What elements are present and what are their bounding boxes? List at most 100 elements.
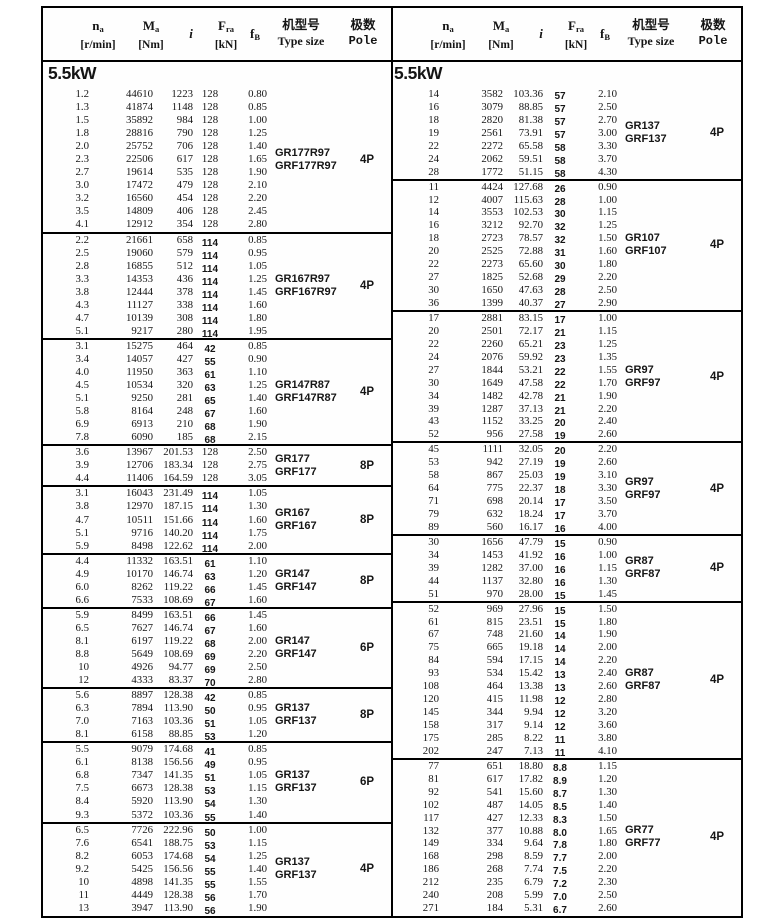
ma-value: 4449: [131, 888, 153, 901]
na-value: 19: [428, 126, 439, 139]
fb-value: 1.60: [248, 298, 267, 311]
i-value: 11.98: [519, 693, 543, 706]
na-value: 10: [78, 661, 89, 674]
table-header: na [r/min] Ma [Nm] i Fra [kN] fB 机型号 Typ…: [43, 8, 741, 62]
table-row: 5.9 8499 163.51 66 1.45: [43, 609, 391, 624]
table-row: 6.6 7533 108.69 67 1.60: [43, 593, 391, 609]
ma-value: 11406: [126, 472, 153, 485]
fb-value: 1.05: [248, 769, 267, 782]
na-value: 11: [428, 180, 439, 193]
fra-value: 55: [204, 812, 216, 824]
na-value: 77: [428, 759, 439, 772]
fra-value: 58: [554, 142, 566, 154]
table-row: 5.1 9217 280 114 1.95: [43, 324, 391, 340]
na-value: 186: [422, 863, 439, 876]
fb-value: 0.95: [248, 756, 267, 769]
table-row: 20 2501 72.17 21 1.15: [393, 325, 741, 339]
table-row: 5.8 8164 248 67 1.60: [43, 405, 391, 420]
fb-value: 1.50: [598, 232, 617, 245]
na-value: 30: [428, 535, 439, 548]
i-value: 127.68: [513, 180, 543, 193]
fb-value: 4.00: [598, 520, 617, 533]
fra-value: 14: [554, 631, 566, 643]
fb-value: 2.40: [598, 667, 617, 680]
right-table: 14 3582 103.36 57 2.10 16 3079 88.85 57 2.50 18 282…: [393, 88, 741, 916]
ma-value: 10139: [126, 311, 153, 324]
fb-value: 4.30: [598, 165, 617, 178]
fb-value: 1.65: [598, 824, 617, 837]
fb-value: 2.50: [598, 100, 617, 113]
ma-value: 969: [486, 602, 503, 615]
fra-value: 23: [554, 340, 566, 352]
na-value: 5.1: [75, 324, 90, 337]
fra-value: 8.5: [553, 801, 567, 813]
ma-unit: [Nm]: [138, 39, 164, 51]
i-value: 103.36: [513, 88, 543, 100]
type-size-label: GR137 GRF137: [275, 856, 317, 882]
fra-value: 61: [204, 369, 216, 381]
na-value: 34: [428, 548, 439, 561]
fb-value: 1.30: [248, 500, 267, 513]
i-value: 83.15: [518, 311, 543, 324]
i-value: 128.38: [163, 888, 193, 901]
i-value: 113.90: [163, 901, 193, 914]
ma-value: 7627: [131, 621, 153, 634]
ma-value: 334: [486, 837, 503, 850]
na-value: 132: [422, 824, 439, 837]
i-value: 37.13: [518, 402, 543, 415]
fb-value: 2.90: [598, 297, 617, 309]
ma-value: 344: [486, 706, 503, 719]
i-value: 464: [176, 339, 193, 352]
fb-value: 1.60: [248, 593, 267, 606]
fra-value: 30: [554, 209, 566, 221]
type-size-label: GR107 GRF107: [625, 232, 667, 258]
type-size-label: GR137 GRF137: [275, 769, 317, 795]
i-value: 140.20: [163, 526, 193, 539]
i-value: 174.68: [163, 849, 193, 862]
fra-value: 114: [201, 302, 219, 314]
table-row: 2.8 16855 512 114 1.05: [43, 260, 391, 275]
i-value: 72.88: [518, 245, 543, 258]
fra-value: 22: [554, 366, 566, 378]
ma-symbol: M: [492, 18, 506, 33]
fb-value: 1.20: [248, 567, 267, 580]
na-unit: [r/min]: [80, 39, 116, 51]
fra-value: 22: [554, 379, 566, 391]
table-row: 30 1656 47.79 15 0.90: [393, 535, 741, 550]
ma-value: 208: [486, 889, 503, 902]
fra-value: 20: [554, 446, 566, 458]
na-value: 117: [423, 811, 439, 824]
fra-value: 53: [204, 840, 216, 852]
i-value: 28.00: [518, 587, 543, 600]
col-header-na: na [r/min]: [58, 17, 138, 53]
fra-value: 15: [554, 538, 566, 550]
i-value: 103.36: [163, 715, 193, 728]
i-value: 7.74: [524, 863, 543, 876]
na-value: 14: [428, 88, 439, 100]
pole-label: 4P: [710, 674, 725, 687]
fb-value: 1.70: [598, 376, 617, 389]
fb-value: 1.50: [598, 811, 617, 824]
ma-value: 11127: [126, 298, 153, 311]
pole-label: 8P: [360, 459, 375, 472]
na-value: 4.7: [75, 513, 90, 526]
i-value: 21.60: [518, 628, 543, 641]
ma-value: 2273: [481, 258, 503, 271]
table-row: 1.2 44610 1223 128 0.80: [43, 88, 391, 101]
i-value: 151.66: [163, 513, 193, 526]
na-value: 4.1: [75, 218, 90, 231]
fb-value: 3.05: [248, 472, 267, 485]
table-row: 4.4 11332 163.51 61 1.10: [43, 555, 391, 570]
na-value: 3.1: [75, 339, 90, 352]
fra-value: 8.8: [553, 762, 567, 774]
fra-value: 69: [204, 651, 216, 663]
ma-value: 14353: [126, 272, 153, 285]
na-value: 4.3: [75, 298, 90, 311]
fb-value: 3.60: [598, 719, 617, 731]
table-row: 3.9 12706 183.34 128 2.75: [43, 459, 391, 472]
type-size-label: GR177R97 GRF177R97: [275, 146, 337, 172]
ma-value: 2062: [481, 152, 503, 165]
table-row: 145 344 9.94 12 3.20: [393, 706, 741, 720]
na-value: 2.5: [75, 246, 90, 259]
i-value: 51.15: [518, 165, 543, 178]
